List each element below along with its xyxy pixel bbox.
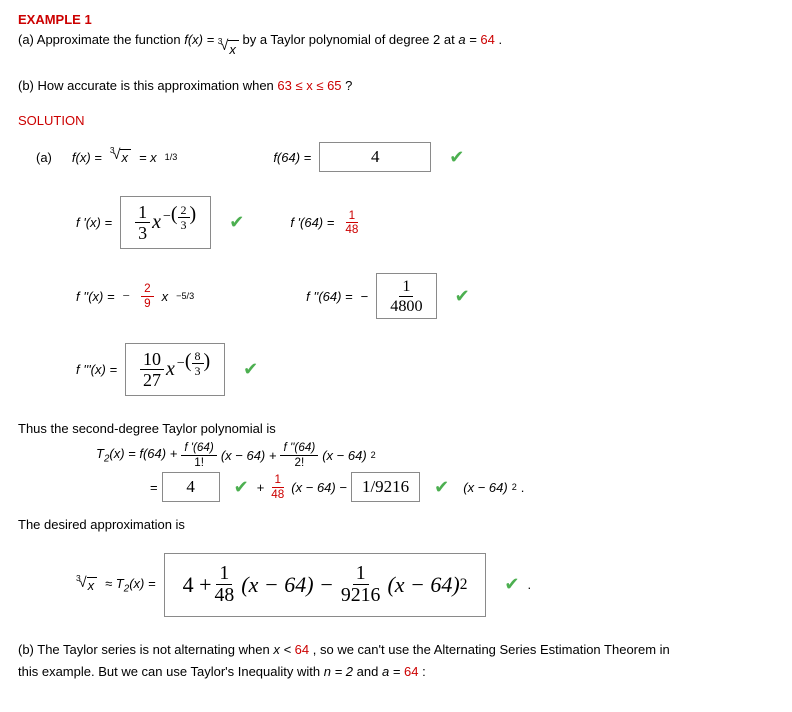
example-title: EXAMPLE 1	[18, 12, 774, 27]
row-fp: f '(x) = 13 x −(23) ✔ f '(64) = 148	[56, 196, 774, 249]
fp64-lhs: f '(64) =	[290, 215, 334, 230]
range-text: 63 ≤ x ≤ 65	[277, 78, 341, 93]
partb-64: 64	[295, 642, 309, 657]
t2-term2: f ''(64)2!	[280, 442, 318, 468]
row-fppp: f '''(x) = 1027 x −(83) ✔	[56, 343, 774, 396]
approx-intro: The desired approximation is	[18, 516, 774, 534]
answer-t2-a[interactable]: 4	[162, 472, 220, 502]
taylor-line2: = 4 ✔ + 148 (x − 64) − 1/9216 ✔ (x − 64)…	[150, 472, 774, 502]
a-eq: a =	[458, 32, 480, 47]
answer-t2-b[interactable]: 1/9216	[351, 472, 420, 502]
f-eq: = x	[139, 150, 157, 165]
answer-t2-b-val: 1/9216	[362, 477, 409, 497]
answer-fp[interactable]: 13 x −(23)	[120, 196, 211, 249]
partb-l1a: (b) The Taylor series is not alternating…	[18, 642, 273, 657]
solution-title: SOLUTION	[18, 113, 774, 128]
t2-tail-dot: .	[521, 480, 525, 495]
fx-label: f(x) =	[184, 32, 218, 47]
approx-row: 3√x ≈ T2(x) = 4 + 148 (x − 64) − 19216 (…	[76, 553, 774, 618]
approx-dot: .	[528, 577, 532, 592]
row-fpp: f ''(x) = − 29 x−5/3 f ''(64) = − 14800 …	[56, 273, 774, 318]
t2-coef: 148	[268, 474, 287, 500]
fpp64-num: 1	[399, 278, 413, 296]
t2-term1: f '(64)1!	[181, 442, 217, 468]
f-exp: 1/3	[165, 152, 178, 162]
fp-coef: 13	[135, 203, 150, 242]
part-b-sol-line2: this example. But we can use Taylor's In…	[18, 663, 774, 681]
fpp-x: x	[162, 289, 169, 304]
approx-tail: (x − 64)	[387, 572, 459, 598]
part-b-sol-line1: (b) The Taylor series is not alternating…	[18, 641, 774, 659]
partb-aeq: a =	[382, 664, 404, 679]
plus: +	[257, 480, 265, 495]
fpp-coef: 29	[141, 283, 154, 309]
answer-f64-val: 4	[371, 147, 380, 167]
row-f: (a) f(x) = 3√x = x1/3 f(64) = 4 ✔	[56, 142, 774, 172]
part-b-prefix: (b) How accurate is this approximation w…	[18, 78, 277, 93]
t2-paren1: (x − 64) +	[221, 448, 277, 463]
answer-fpp64[interactable]: 14800	[376, 273, 436, 318]
check-icon: ✔	[229, 212, 244, 233]
cube-root-x-2: 3√x	[110, 149, 131, 165]
taylor-line1: T2(x) = f(64) + f '(64)1! (x − 64) + f '…	[96, 442, 774, 468]
check-icon: ✔	[434, 477, 449, 498]
t2-lhs: T2(x) = f(64) +	[96, 446, 177, 465]
partb-aval: 64	[404, 664, 418, 679]
t2-tail: (x − 64)	[463, 480, 507, 495]
partb-xlt: x <	[273, 642, 294, 657]
fpp64-den: 4800	[387, 297, 425, 314]
cube-root-x: 3√x	[218, 40, 239, 59]
t2-paren2: (x − 64)	[322, 448, 366, 463]
eq-sign: =	[150, 480, 158, 495]
partb-l1b: , so we can't use the Alternating Series…	[313, 642, 670, 657]
t2-mid: (x − 64) −	[291, 480, 347, 495]
taylor-intro: Thus the second-degree Taylor polynomial…	[18, 420, 774, 438]
by-degree-text: by a Taylor polynomial of degree 2 at	[242, 32, 458, 47]
f-lhs: f(x) =	[72, 150, 102, 165]
partb-colon: :	[422, 664, 426, 679]
answer-fppp[interactable]: 1027 x −(83)	[125, 343, 225, 396]
answer-t2-a-val: 4	[186, 477, 195, 497]
fp64-val: 148	[342, 210, 361, 236]
approx-f1: 148	[211, 564, 237, 607]
part-a-question: (a) Approximate the function f(x) = 3√x …	[18, 31, 774, 59]
fpp64-lhs: f ''(64) =	[306, 289, 353, 304]
fp-lhs: f '(x) =	[76, 215, 112, 230]
fppp-coef: 1027	[140, 350, 164, 389]
qmark: ?	[345, 78, 352, 93]
check-icon: ✔	[449, 147, 464, 168]
answer-approx[interactable]: 4 + 148 (x − 64) − 19216 (x − 64)2	[164, 553, 487, 618]
t2-tail-sq: 2	[512, 482, 517, 492]
a-value: 64	[480, 32, 494, 47]
answer-f64[interactable]: 4	[319, 142, 431, 172]
approx-expr-start: 4 +	[183, 572, 212, 598]
cube-root-x-3: 3√x	[76, 577, 97, 593]
neg-sign: −	[361, 289, 369, 304]
partb-and: and	[357, 664, 382, 679]
t2-sq: 2	[371, 450, 376, 460]
fpp-lhs: f ''(x) =	[76, 289, 115, 304]
partb-neq: n = 2	[324, 664, 353, 679]
partb-l2a: this example. But we can use Taylor's In…	[18, 664, 324, 679]
part-a-label: (a)	[36, 150, 52, 165]
check-icon: ✔	[504, 574, 519, 595]
check-icon: ✔	[243, 359, 258, 380]
part-b-question: (b) How accurate is this approximation w…	[18, 77, 774, 95]
part-a-prefix: (a) Approximate the function	[18, 32, 184, 47]
dot: .	[498, 32, 502, 47]
fpp-exp: −5/3	[176, 291, 194, 301]
approx-sq: 2	[460, 576, 468, 594]
approx-f2: 19216	[338, 564, 384, 607]
approx-mid: (x − 64) −	[241, 572, 334, 598]
check-icon: ✔	[234, 477, 249, 498]
fppp-lhs: f '''(x) =	[76, 362, 117, 377]
approx-lhs: ≈ T2(x) =	[105, 576, 156, 595]
check-icon: ✔	[455, 286, 470, 307]
f64-lhs: f(64) =	[273, 150, 311, 165]
